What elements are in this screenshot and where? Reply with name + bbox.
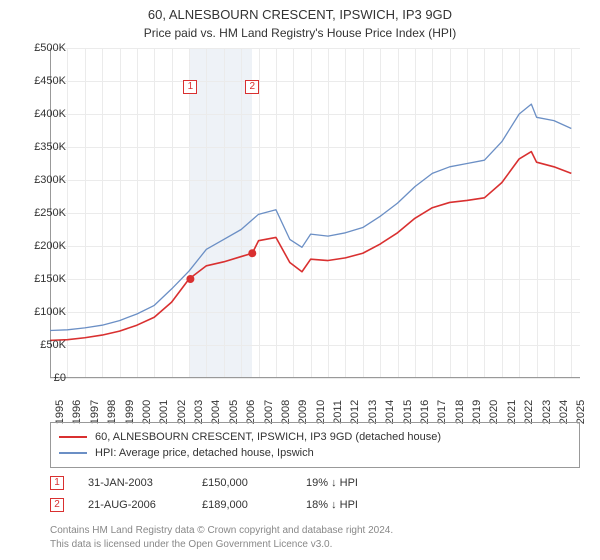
x-tick-label: 2005 bbox=[228, 400, 240, 424]
x-tick-label: 2006 bbox=[245, 400, 257, 424]
y-tick-label: £300K bbox=[22, 174, 66, 186]
chart-plot-area: 12 bbox=[50, 48, 580, 378]
footer-line-2: This data is licensed under the Open Gov… bbox=[50, 538, 580, 552]
legend-label-hpi: HPI: Average price, detached house, Ipsw… bbox=[95, 447, 314, 459]
series-hpi bbox=[50, 104, 571, 330]
x-tick-label: 2000 bbox=[141, 400, 153, 424]
event-badge-2: 2 bbox=[50, 498, 64, 512]
x-tick-label: 2010 bbox=[315, 400, 327, 424]
footer-line-1: Contains HM Land Registry data © Crown c… bbox=[50, 524, 580, 538]
event-date-1: 31-JAN-2003 bbox=[88, 477, 178, 489]
event-delta-2: 18% ↓ HPI bbox=[306, 499, 386, 511]
event-row-2: 2 21-AUG-2006 £189,000 18% ↓ HPI bbox=[50, 494, 580, 516]
legend-item-hpi: HPI: Average price, detached house, Ipsw… bbox=[59, 445, 571, 461]
x-tick-label: 1998 bbox=[106, 400, 118, 424]
x-tick-label: 2002 bbox=[176, 400, 188, 424]
x-tick-label: 2017 bbox=[436, 400, 448, 424]
x-tick-label: 2008 bbox=[280, 400, 292, 424]
x-tick-label: 2001 bbox=[158, 400, 170, 424]
x-tick-label: 1999 bbox=[124, 400, 136, 424]
x-tick-label: 2023 bbox=[541, 400, 553, 424]
legend-box: 60, ALNESBOURN CRESCENT, IPSWICH, IP3 9G… bbox=[50, 422, 580, 468]
legend-label-property: 60, ALNESBOURN CRESCENT, IPSWICH, IP3 9G… bbox=[95, 431, 441, 443]
x-tick-label: 2020 bbox=[488, 400, 500, 424]
y-tick-label: £450K bbox=[22, 75, 66, 87]
legend-item-property: 60, ALNESBOURN CRESCENT, IPSWICH, IP3 9G… bbox=[59, 429, 571, 445]
y-tick-label: £0 bbox=[22, 372, 66, 384]
x-tick-label: 2016 bbox=[419, 400, 431, 424]
x-tick-label: 2014 bbox=[384, 400, 396, 424]
y-tick-label: £150K bbox=[22, 273, 66, 285]
y-tick-label: £250K bbox=[22, 207, 66, 219]
x-tick-label: 1997 bbox=[89, 400, 101, 424]
grid-line-h bbox=[50, 378, 580, 379]
y-tick-label: £50K bbox=[22, 339, 66, 351]
legend-swatch-property bbox=[59, 436, 87, 438]
event-delta-1: 19% ↓ HPI bbox=[306, 477, 386, 489]
chart-subtitle: Price paid vs. HM Land Registry's House … bbox=[0, 24, 600, 40]
event-marker: 1 bbox=[183, 80, 197, 94]
y-tick-label: £100K bbox=[22, 306, 66, 318]
y-tick-label: £500K bbox=[22, 42, 66, 54]
x-tick-label: 2019 bbox=[471, 400, 483, 424]
chart-container: 60, ALNESBOURN CRESCENT, IPSWICH, IP3 9G… bbox=[0, 0, 600, 560]
x-tick-label: 2012 bbox=[349, 400, 361, 424]
sale-point bbox=[248, 249, 256, 257]
x-tick-label: 2007 bbox=[263, 400, 275, 424]
x-tick-label: 1996 bbox=[71, 400, 83, 424]
footer-attribution: Contains HM Land Registry data © Crown c… bbox=[50, 524, 580, 551]
x-tick-label: 2009 bbox=[297, 400, 309, 424]
x-tick-label: 2022 bbox=[523, 400, 535, 424]
chart-lines bbox=[50, 48, 580, 378]
x-tick-label: 2021 bbox=[506, 400, 518, 424]
y-tick-label: £350K bbox=[22, 141, 66, 153]
event-row-1: 1 31-JAN-2003 £150,000 19% ↓ HPI bbox=[50, 472, 580, 494]
series-property bbox=[50, 152, 571, 341]
x-tick-label: 2025 bbox=[575, 400, 587, 424]
chart-title: 60, ALNESBOURN CRESCENT, IPSWICH, IP3 9G… bbox=[0, 0, 600, 24]
event-marker: 2 bbox=[245, 80, 259, 94]
event-price-1: £150,000 bbox=[202, 477, 282, 489]
x-tick-label: 2004 bbox=[210, 400, 222, 424]
x-tick-label: 2013 bbox=[367, 400, 379, 424]
x-tick-label: 2011 bbox=[332, 400, 344, 424]
x-tick-label: 2024 bbox=[558, 400, 570, 424]
x-tick-label: 1995 bbox=[54, 400, 66, 424]
event-badge-1: 1 bbox=[50, 476, 64, 490]
x-tick-label: 2003 bbox=[193, 400, 205, 424]
y-tick-label: £400K bbox=[22, 108, 66, 120]
y-tick-label: £200K bbox=[22, 240, 66, 252]
event-price-2: £189,000 bbox=[202, 499, 282, 511]
event-date-2: 21-AUG-2006 bbox=[88, 499, 178, 511]
sale-point bbox=[186, 275, 194, 283]
legend-swatch-hpi bbox=[59, 452, 87, 454]
x-tick-label: 2018 bbox=[454, 400, 466, 424]
events-table: 1 31-JAN-2003 £150,000 19% ↓ HPI 2 21-AU… bbox=[50, 472, 580, 516]
x-tick-label: 2015 bbox=[402, 400, 414, 424]
